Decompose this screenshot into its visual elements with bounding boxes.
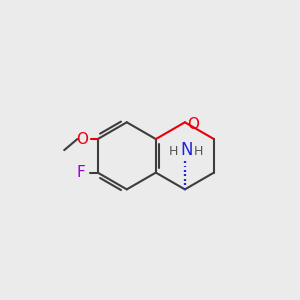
Text: O: O (187, 117, 199, 132)
Text: H: H (194, 145, 204, 158)
Text: N: N (180, 141, 193, 159)
Text: F: F (76, 165, 85, 180)
Text: O: O (76, 132, 88, 147)
Text: H: H (169, 145, 178, 158)
